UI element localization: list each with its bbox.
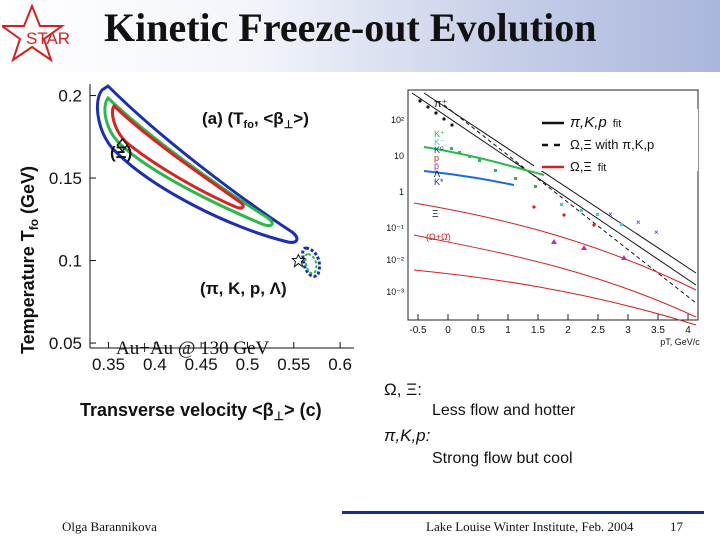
svg-text:p: p xyxy=(434,153,439,163)
legend-entry-2: Ω,Ξ with π,K,p xyxy=(570,137,654,152)
spectra-x-axis-label: pT, GeV/c xyxy=(660,337,700,347)
species-labels: π⁺ K⁺ K⁻ K⁰ p p̄ Λ K* Ξ (Ω+Ω̄) xyxy=(426,98,451,242)
x-tick-label: 0.35 xyxy=(92,355,125,374)
spectra-y-tick-label: 1 xyxy=(399,187,404,197)
author: Olga Barannikova xyxy=(62,519,157,534)
freezeout-contour-plot: 0.35 0.4 0.45 0.5 0.55 0.6 0.2 0.15 0.1 0.05 (a) … xyxy=(18,84,354,423)
spectra-x-tick-label: 2 xyxy=(565,325,571,336)
footer-rule xyxy=(342,511,704,514)
panel-label: (a) (Tfo, <β⊥>) xyxy=(202,109,309,131)
y-tick-label: 0.2 xyxy=(58,87,82,106)
omega-xi-note: Less flow and hotter xyxy=(432,402,576,419)
spectra-x-tick-label: 3 xyxy=(625,325,631,336)
legend-entry-3: Ω,Ξ fit xyxy=(570,159,606,174)
pi-k-p-note: Strong flow but cool xyxy=(432,450,573,467)
svg-text:Ξ: Ξ xyxy=(432,209,439,220)
x-axis-label: Transverse velocity <β⊥> (c) xyxy=(80,400,322,423)
spectra-x-tick-label: 2.5 xyxy=(591,325,605,336)
x-tick-label: 0.6 xyxy=(328,355,352,374)
spectra-x-tick-label: 0 xyxy=(445,325,451,336)
spectra-x-tick-label: 1 xyxy=(505,325,511,336)
contour-green-middle xyxy=(103,95,274,228)
contour-green-small xyxy=(304,252,318,275)
left-plot-points xyxy=(116,137,306,268)
svg-text:π⁺: π⁺ xyxy=(434,98,448,110)
svg-text:K⁻: K⁻ xyxy=(434,137,445,147)
x-tick-label: 0.5 xyxy=(236,355,260,374)
xi-label: (Ξ) xyxy=(110,143,132,162)
page-number: 17 xyxy=(670,519,683,534)
spectra-legend: π,K,p fit Ω,Ξ with π,K,p Ω,Ξ fit xyxy=(534,109,698,174)
spectra-y-tick-label: 10⁻² xyxy=(386,255,404,265)
pt-spectra-plot: × × × π⁺ K⁺ K⁻ K⁰ p p̄ Λ K* Ξ (Ω+Ω̄) -0.5 0… xyxy=(384,85,706,347)
pi-k-p-heading: π,K,p: xyxy=(384,426,431,445)
spectra-x-tick-label: 3.5 xyxy=(651,325,665,336)
xi-point-marker xyxy=(116,137,129,153)
spectra-y-tick-label: 10⁻³ xyxy=(386,287,404,297)
y-tick-label: 0.05 xyxy=(49,334,82,353)
spectra-x-tick-label: 0.5 xyxy=(471,325,485,336)
svg-text:p̄: p̄ xyxy=(434,161,439,171)
svg-text:×: × xyxy=(608,210,613,219)
x-tick-label: 0.4 xyxy=(143,355,167,374)
pi-k-p-lambda-point-marker xyxy=(291,253,306,268)
spectra-ticks: -0.5 0 0.5 1 1.5 2 2.5 3 3.5 4 10² 10 1 10⁻¹ 10⁻² 10⁻³ p… xyxy=(386,115,700,347)
svg-text:K⁺: K⁺ xyxy=(434,129,445,139)
y-axis-label: Temperature Tfo (GeV) xyxy=(18,166,41,354)
spectra-y-tick-label: 10² xyxy=(391,115,404,125)
contour-blue-outer xyxy=(95,84,299,244)
venue: Lake Louise Winter Institute, Feb. 2004 xyxy=(426,519,634,534)
slide-title: Kinetic Freeze-out Evolution xyxy=(104,5,597,50)
left-plot-axes: 0.35 0.4 0.45 0.5 0.55 0.6 0.2 0.15 0.1 0.05 xyxy=(49,84,354,374)
svg-text:K⁰: K⁰ xyxy=(434,145,444,155)
y-tick-label: 0.15 xyxy=(49,169,82,188)
contour-blue-small xyxy=(301,246,321,278)
header-band xyxy=(0,0,720,72)
spectra-x-tick-label: 1.5 xyxy=(531,325,545,336)
spectra-frame xyxy=(407,89,699,321)
pi-k-p-lambda-label: (π, K, p, Λ) xyxy=(200,279,287,298)
omega-xi-heading: Ω, Ξ: xyxy=(384,380,422,399)
x-tick-label: 0.55 xyxy=(277,355,310,374)
contours xyxy=(95,84,321,278)
y-tick-label: 0.1 xyxy=(58,252,82,271)
x-tick-label: 0.45 xyxy=(185,355,218,374)
spectra-x-tick-label: 4 xyxy=(685,325,691,336)
fit-lines xyxy=(411,92,697,326)
svg-text:(Ω+Ω̄): (Ω+Ω̄) xyxy=(426,232,451,242)
svg-text:×: × xyxy=(654,228,659,237)
svg-text:×: × xyxy=(636,218,641,227)
svg-text:K*: K* xyxy=(434,177,444,187)
spectra-x-tick-label: -0.5 xyxy=(409,325,427,336)
svg-text:Λ: Λ xyxy=(434,169,440,179)
logo-text: STAR xyxy=(26,29,70,48)
data-points: × × × xyxy=(418,99,659,260)
legend-entry-1: π,K,p fit xyxy=(570,114,621,131)
system-label: Au+Au @ 130 GeV xyxy=(116,338,270,359)
spectra-y-tick-label: 10 xyxy=(394,151,404,161)
contour-red-inner xyxy=(111,103,245,210)
star-logo: STAR xyxy=(2,4,70,63)
spectra-y-tick-label: 10⁻¹ xyxy=(386,223,404,233)
